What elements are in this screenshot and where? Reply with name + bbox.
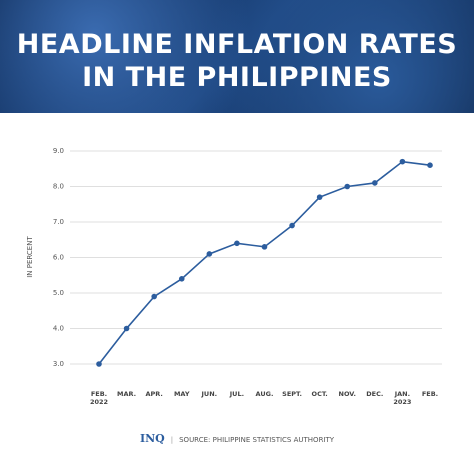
x-tick-label: JAN. 2023 (393, 390, 412, 406)
source: SOURCE: PHILIPPINE STATISTICS AUTHORITY (179, 436, 335, 444)
x-tick-label: MAY (173, 390, 190, 398)
x-tick-label: MAR. (117, 390, 137, 398)
y-tick-label: 8.0 (53, 183, 64, 191)
x-tick-label: FEB. 2022 (89, 390, 109, 406)
logo: INQ (139, 432, 165, 445)
point (123, 325, 130, 332)
point (372, 180, 378, 186)
x-tick-label: JUL. (229, 390, 245, 398)
point (289, 222, 295, 229)
x-tick-label: FEB. (421, 390, 439, 398)
point (96, 361, 102, 367)
y-tick-label: 9.0 (53, 147, 64, 155)
x-tick-label: JUN. (201, 390, 218, 398)
point (234, 240, 240, 247)
y-tick-label: 5.0 (53, 289, 64, 297)
line (98, 160, 431, 365)
y-tick-label: 4.0 (53, 325, 64, 333)
x-tick-label: APR. (145, 390, 163, 398)
y-tick-label: 7.0 (53, 218, 64, 226)
banner (0, 0, 474, 113)
point (206, 251, 213, 257)
point (427, 162, 433, 168)
chart-title: HEADLINE INFLATION RATES IN THE PHILIPPI… (16, 29, 458, 93)
x-tick-label: DEC. (366, 390, 384, 398)
point (178, 276, 185, 282)
point (151, 293, 157, 300)
separator: | (170, 436, 174, 444)
point (399, 158, 406, 165)
x-tick-label: NOV. (338, 390, 356, 398)
y-axis-label: IN PERCENT (26, 236, 34, 278)
point (316, 194, 323, 200)
x-tick-label: SEPT. (282, 390, 302, 398)
y-tick-label: 6.0 (53, 254, 64, 262)
point (261, 244, 268, 250)
point (344, 183, 351, 190)
x-tick-label: AUG. (255, 390, 274, 398)
footer: INQ | SOURCE: PHILIPPINE STATISTICS AUTHOR… (0, 432, 474, 445)
y-tick-label: 3.0 (53, 360, 64, 368)
x-tick-label: OCT. (311, 390, 328, 398)
